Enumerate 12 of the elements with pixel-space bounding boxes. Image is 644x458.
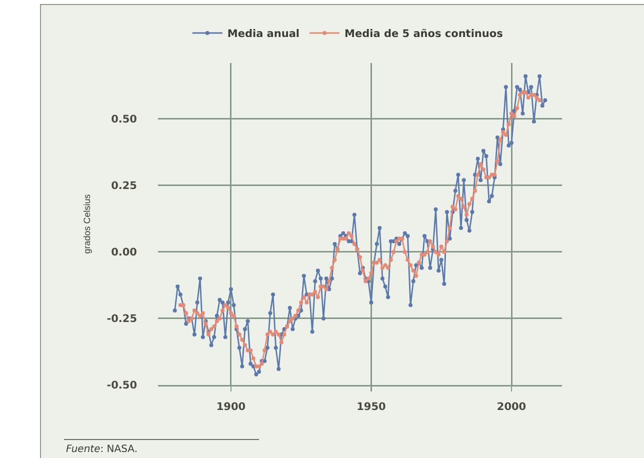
x-tick-label: 1950 (356, 401, 386, 414)
y-tick-label: -0.50 (106, 380, 137, 392)
x-tick-label: 2000 (496, 401, 526, 414)
y-tick-label: -0.25 (106, 313, 137, 326)
source-note: Fuente: NASA. (66, 444, 138, 455)
y-tick-label: 0.25 (111, 180, 137, 192)
x-tick-label: 1900 (216, 401, 246, 414)
y-tick-label: 0.00 (111, 246, 137, 259)
legend-label: Media de 5 años continuos (344, 28, 503, 40)
legend-label: Media anual (227, 28, 300, 40)
y-axis-title: grados Celsius (82, 194, 92, 254)
y-tick-label: 0.50 (111, 114, 137, 126)
